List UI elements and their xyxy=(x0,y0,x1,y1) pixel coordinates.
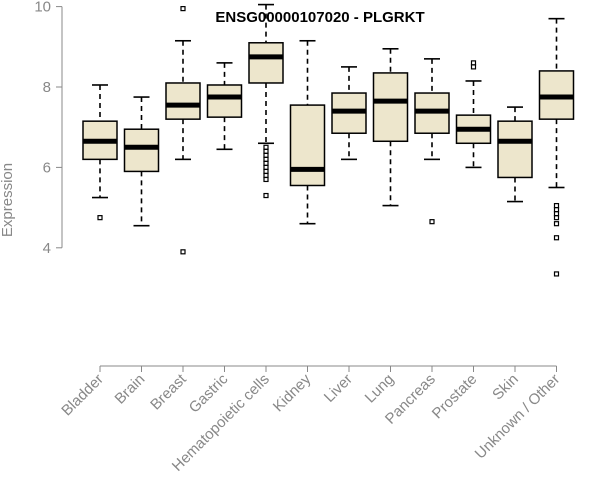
box-lung xyxy=(372,48,409,207)
x-tick-label: Bladder xyxy=(58,371,107,420)
x-tick-label: Liver xyxy=(321,371,356,406)
chart-title: ENSG00000107020 - PLGRKT xyxy=(215,9,424,26)
outlier-point xyxy=(553,235,560,241)
x-tick-label: Lung xyxy=(362,371,398,407)
outlier-point xyxy=(553,215,560,221)
x-tick-label: Brain xyxy=(112,371,149,408)
box-hematopoietic-cells xyxy=(248,3,284,199)
box-pancreas xyxy=(414,58,450,225)
outlier-point xyxy=(263,148,269,154)
axes: 4 6 8 10 xyxy=(34,0,557,372)
outlier-point xyxy=(553,202,560,209)
box-unknown-other xyxy=(538,17,575,277)
iqr-box xyxy=(123,128,160,173)
box-liver xyxy=(331,66,367,161)
outlier-point xyxy=(263,144,269,150)
iqr-box xyxy=(206,84,243,118)
x-tick-label: Kidney xyxy=(270,370,315,415)
boxes-group xyxy=(82,3,575,277)
outlier-point xyxy=(553,221,560,227)
outlier-point xyxy=(180,6,186,12)
outlier-point xyxy=(263,164,269,170)
box-kidney xyxy=(289,39,326,225)
x-tick-label: Prostate xyxy=(429,371,481,423)
y-axis-label: Expression xyxy=(0,163,16,237)
y-tick-label: 8 xyxy=(43,79,51,96)
iqr-box xyxy=(248,42,284,84)
box-skin xyxy=(497,106,533,203)
outlier-point xyxy=(263,152,269,158)
box-brain xyxy=(123,96,160,227)
box-bladder xyxy=(82,84,118,221)
outlier-point xyxy=(470,60,477,66)
outlier-point xyxy=(263,168,269,175)
outlier-point xyxy=(553,271,560,277)
outlier-point xyxy=(263,172,269,179)
iqr-box xyxy=(289,104,326,187)
x-tick-label: Skin xyxy=(489,371,522,404)
outlier-point xyxy=(263,192,269,199)
y-tick-label: 6 xyxy=(43,159,51,176)
outlier-point xyxy=(263,160,269,166)
x-tick-label: Breast xyxy=(147,370,190,413)
iqr-box xyxy=(497,120,533,179)
y-tick-label: 4 xyxy=(43,240,51,257)
iqr-box xyxy=(165,82,201,120)
iqr-box xyxy=(372,72,409,143)
box-breast xyxy=(165,6,201,255)
outlier-point xyxy=(553,207,560,213)
outlier-point xyxy=(470,64,477,70)
y-tick-label: 10 xyxy=(34,0,51,16)
outlier-point xyxy=(263,156,269,162)
outlier-point xyxy=(429,219,435,225)
outlier-point xyxy=(263,176,269,183)
outlier-point xyxy=(97,215,103,221)
box-prostate xyxy=(455,60,492,169)
box-gastric xyxy=(206,62,243,151)
outlier-point xyxy=(180,249,186,255)
outlier-point xyxy=(553,211,560,217)
